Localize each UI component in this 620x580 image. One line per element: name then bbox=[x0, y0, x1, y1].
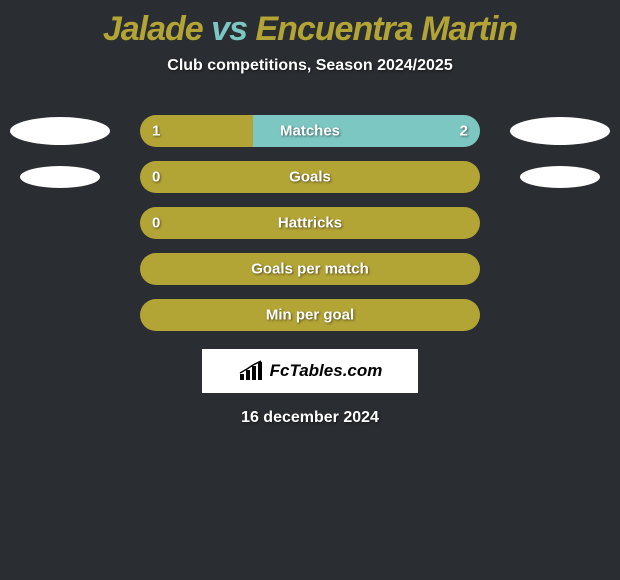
balloon-left bbox=[20, 166, 100, 188]
stat-value-left: 0 bbox=[152, 215, 160, 232]
stat-label: Goals bbox=[289, 169, 331, 186]
stat-rows: Matches 1 2 Goals 0 Hattricks 0 Goals per match… bbox=[0, 115, 620, 331]
stat-row: Hattricks 0 bbox=[0, 207, 620, 239]
stat-label: Min per goal bbox=[266, 307, 354, 324]
balloon-left bbox=[10, 117, 110, 145]
stat-label: Goals per match bbox=[251, 261, 369, 278]
balloon-right bbox=[520, 166, 600, 188]
stat-pill: Goals 0 bbox=[140, 161, 480, 193]
stat-pill: Hattricks 0 bbox=[140, 207, 480, 239]
stat-pill: Matches 1 2 bbox=[140, 115, 480, 147]
logo-box: FcTables.com bbox=[202, 349, 418, 393]
stat-row: Goals per match bbox=[0, 253, 620, 285]
stat-row: Matches 1 2 bbox=[0, 115, 620, 147]
stat-row: Goals 0 bbox=[0, 161, 620, 193]
subtitle: Club competitions, Season 2024/2025 bbox=[0, 57, 620, 75]
stat-label: Hattricks bbox=[278, 215, 342, 232]
stat-value-right: 2 bbox=[460, 123, 468, 140]
bars-icon bbox=[238, 360, 266, 382]
stat-value-left: 0 bbox=[152, 169, 160, 186]
stat-pill: Min per goal bbox=[140, 299, 480, 331]
logo-text: FcTables.com bbox=[270, 361, 383, 381]
player1-name: Jalade bbox=[103, 10, 203, 48]
stat-row: Min per goal bbox=[0, 299, 620, 331]
vs-separator: vs bbox=[211, 10, 247, 48]
player2-name: Encuentra Martin bbox=[255, 10, 517, 48]
comparison-title: Jalade vs Encuentra Martin bbox=[0, 0, 620, 49]
stat-label: Matches bbox=[280, 123, 340, 140]
stat-value-left: 1 bbox=[152, 123, 160, 140]
stat-pill: Goals per match bbox=[140, 253, 480, 285]
date-text: 16 december 2024 bbox=[0, 409, 620, 427]
balloon-right bbox=[510, 117, 610, 145]
